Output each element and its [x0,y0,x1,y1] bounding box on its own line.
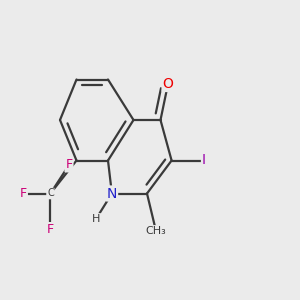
Text: H: H [92,214,100,224]
Text: CH₃: CH₃ [146,226,167,236]
Text: N: N [107,187,117,200]
Text: F: F [65,158,73,172]
Text: I: I [202,154,206,167]
Text: C: C [47,188,54,199]
Text: O: O [163,77,173,91]
Text: F: F [20,187,27,200]
Text: F: F [47,223,54,236]
